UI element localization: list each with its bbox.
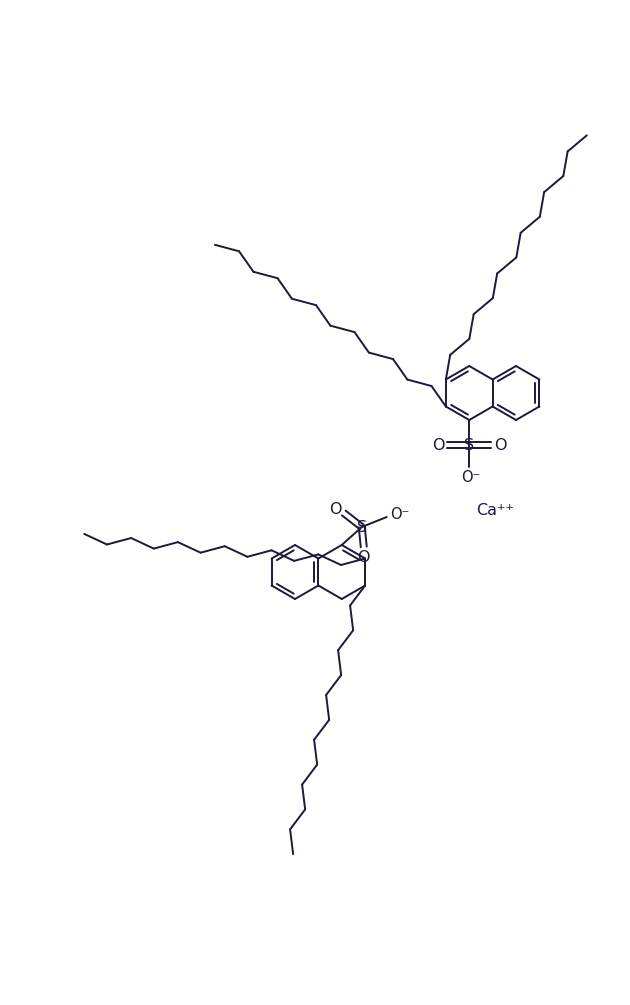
Text: O: O <box>357 550 370 565</box>
Text: O: O <box>494 437 507 452</box>
Text: O: O <box>432 437 445 452</box>
Text: Ca⁺⁺: Ca⁺⁺ <box>476 502 514 518</box>
Text: S: S <box>464 437 474 452</box>
Text: O⁻: O⁻ <box>390 507 410 522</box>
Text: O⁻: O⁻ <box>462 469 481 484</box>
Text: O: O <box>329 501 342 517</box>
Text: S: S <box>357 520 367 535</box>
